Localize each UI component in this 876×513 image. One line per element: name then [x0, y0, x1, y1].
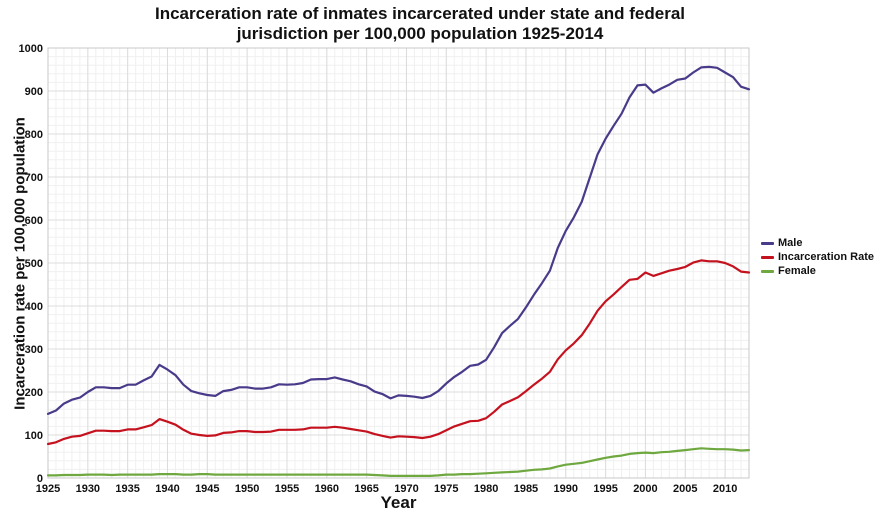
legend-item-female: Female: [761, 264, 874, 278]
x-tick-label: 1950: [235, 483, 259, 495]
y-tick-label: 600: [25, 215, 43, 227]
x-tick-label: 2000: [633, 483, 657, 495]
x-tick-label: 1995: [593, 483, 617, 495]
x-tick-label: 1980: [474, 483, 498, 495]
female-line: [46, 447, 751, 477]
male-line: [46, 65, 751, 415]
x-tick-label: 2005: [673, 483, 697, 495]
legend-label-incarceration-rate: Incarceration Rate: [778, 251, 874, 263]
plot-frame: [47, 47, 750, 479]
x-tick-label: 1925: [36, 483, 60, 495]
y-tick-label: 400: [25, 301, 43, 313]
x-tick-label: 1930: [76, 483, 100, 495]
y-tick-label: 1000: [19, 43, 43, 55]
female-line-swatch: [761, 269, 774, 273]
male-line-swatch: [761, 241, 774, 245]
x-tick-label: 1960: [315, 483, 339, 495]
x-axis-title: Year: [380, 493, 417, 512]
x-tick-label: 1945: [195, 483, 219, 495]
x-tick-label: 1955: [275, 483, 299, 495]
y-tick-label: 0: [37, 473, 43, 485]
x-tick-label: 1940: [155, 483, 179, 495]
x-tick-label: 1990: [554, 483, 578, 495]
x-tick-label: 1985: [514, 483, 538, 495]
y-tick-label: 700: [25, 172, 43, 184]
legend-item-incarceration-rate: Incarceration Rate: [761, 250, 874, 264]
legend-label-female: Female: [778, 265, 816, 277]
chart-title: Incarceration rate of inmates incarcerat…: [0, 4, 840, 44]
incarceration-rate-line-swatch: [761, 255, 774, 259]
incarceration-rate-line: [46, 259, 751, 446]
y-tick-label: 800: [25, 129, 43, 141]
y-tick-label: 500: [25, 258, 43, 270]
legend: Male Incarceration Rate Female: [761, 236, 874, 278]
x-tick-label: 1935: [115, 483, 139, 495]
y-tick-label: 900: [25, 86, 43, 98]
legend-label-male: Male: [778, 237, 803, 249]
y-tick-label: 200: [25, 387, 43, 399]
chart-title-line2: jurisdiction per 100,000 population 1925…: [236, 24, 604, 43]
x-tick-label: 2010: [713, 483, 737, 495]
x-tick-label: 1970: [394, 483, 418, 495]
legend-item-male: Male: [761, 236, 874, 250]
chart-title-line1: Incarceration rate of inmates incarcerat…: [154, 4, 686, 23]
y-axis-title: Incarceration rate per 100,000 populatio…: [11, 117, 29, 410]
x-tick-label: 1975: [434, 483, 458, 495]
x-tick-label: 1965: [354, 483, 378, 495]
y-tick-label: 300: [25, 344, 43, 356]
y-tick-label: 100: [25, 430, 43, 442]
